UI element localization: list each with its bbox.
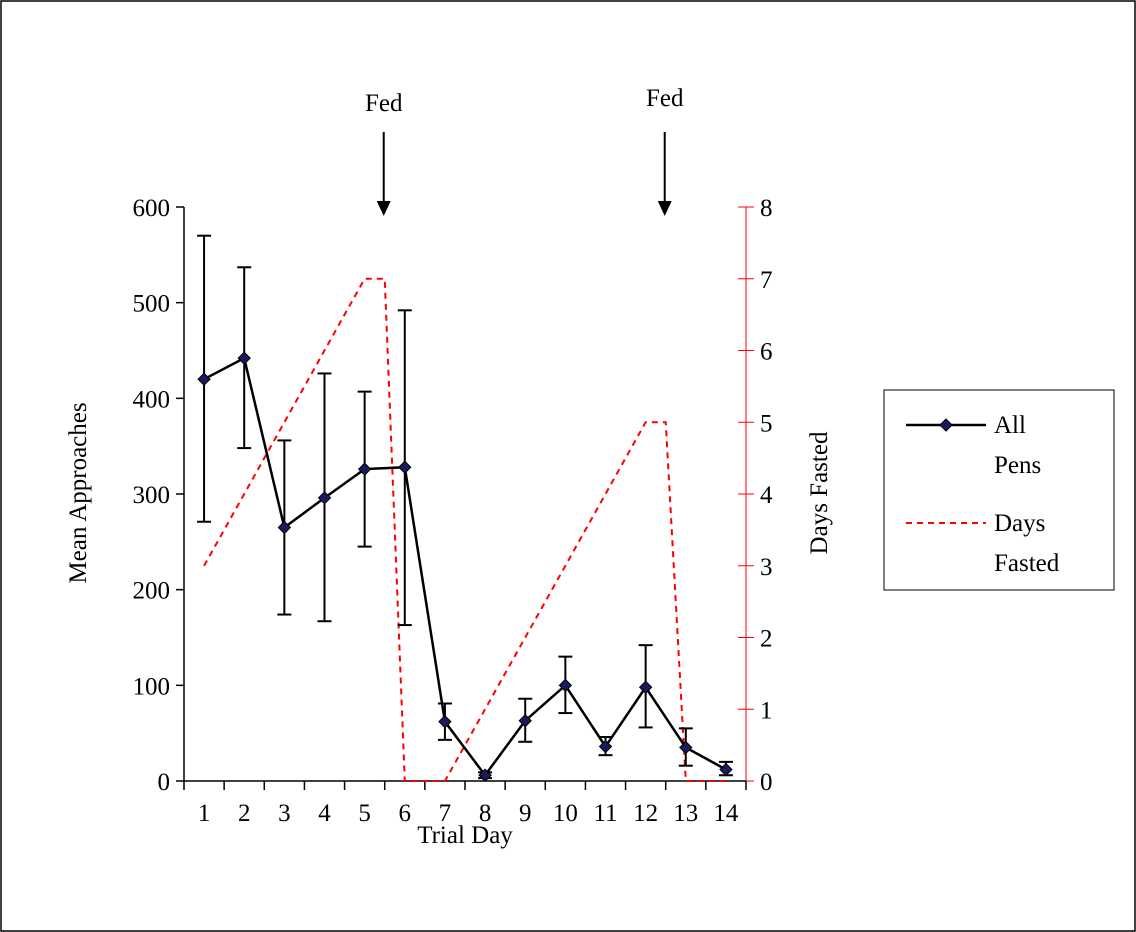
data-point-all-pens (558, 678, 573, 693)
data-point-all-pens (478, 768, 492, 782)
y-tick-label: 500 (133, 291, 171, 318)
legend-label-all-pens-1: All (994, 412, 1026, 439)
data-point-all-pens (317, 491, 332, 505)
data-point-all-pens (438, 714, 452, 729)
y-tick-label: 100 (133, 673, 171, 700)
x-tick-label: 1 (198, 800, 211, 827)
y2-tick-label: 7 (760, 267, 773, 294)
x-tick-label: 10 (553, 800, 578, 827)
y-tick-label: 300 (133, 482, 171, 509)
data-point-all-pens (277, 520, 292, 535)
y2-axis-label: Days Fasted (806, 431, 833, 554)
y2-tick-label: 1 (760, 697, 773, 724)
annotation-fed-arrow-head (376, 201, 391, 216)
y-tick-label: 400 (133, 386, 171, 413)
series-all-pens-line (203, 356, 727, 778)
data-point-all-pens (518, 714, 532, 728)
x-axis-label: Trial Day (417, 822, 513, 849)
x-tick-label: 2 (238, 800, 251, 827)
y2-tick-label: 5 (760, 410, 773, 437)
y2-tick-label: 3 (760, 554, 773, 581)
y2-tick-label: 0 (760, 769, 773, 796)
legend: All Pens Days Fasted (883, 389, 1115, 591)
y-tick-label: 0 (158, 769, 171, 796)
y2-tick-label: 8 (760, 195, 773, 222)
x-tick-label: 4 (318, 800, 331, 827)
y-tick-label: 200 (133, 578, 171, 605)
x-tick-label: 3 (278, 800, 291, 827)
series-days-fasted-line (203, 277, 726, 782)
series-layer (197, 234, 733, 782)
x-tick-label: 7 (439, 800, 452, 827)
legend-label-all-pens-2: Pens (994, 452, 1041, 479)
annotation-fed-arrow-head (657, 201, 672, 216)
x-tick-label: 6 (399, 800, 412, 827)
legend-label-days-fasted-2: Fasted (994, 550, 1060, 577)
data-point-all-pens (638, 680, 653, 694)
data-point-all-pens (237, 351, 251, 365)
y-tick-label: 600 (133, 195, 171, 222)
data-point-all-pens (357, 462, 372, 476)
y2-tick-label: 6 (760, 339, 773, 366)
y-axis-label: Mean Approaches (65, 402, 92, 583)
legend-marker-all-pens (939, 418, 953, 432)
x-tick-label: 9 (519, 800, 532, 827)
x-tick-label: 8 (479, 800, 492, 827)
annotations: Fed Fed (365, 85, 684, 216)
x-tick-label: 5 (358, 800, 371, 827)
x-tick-label: 13 (673, 800, 698, 827)
annotation-fed-label: Fed (646, 85, 684, 112)
data-point-all-pens (197, 372, 211, 386)
data-point-all-pens (598, 739, 613, 754)
data-point-all-pens (398, 460, 412, 474)
legend-box (883, 389, 1115, 591)
x-tick-label: 11 (593, 800, 617, 827)
legend-label-days-fasted-1: Days (994, 510, 1045, 537)
x-tick-label: 14 (713, 800, 739, 827)
y2-tick-label: 4 (760, 482, 773, 509)
x-tick-label: 12 (633, 800, 658, 827)
y2-tick-label: 2 (760, 626, 773, 653)
data-point-all-pens (679, 740, 693, 755)
data-point-all-pens (719, 762, 733, 777)
annotation-fed-label: Fed (365, 90, 403, 117)
